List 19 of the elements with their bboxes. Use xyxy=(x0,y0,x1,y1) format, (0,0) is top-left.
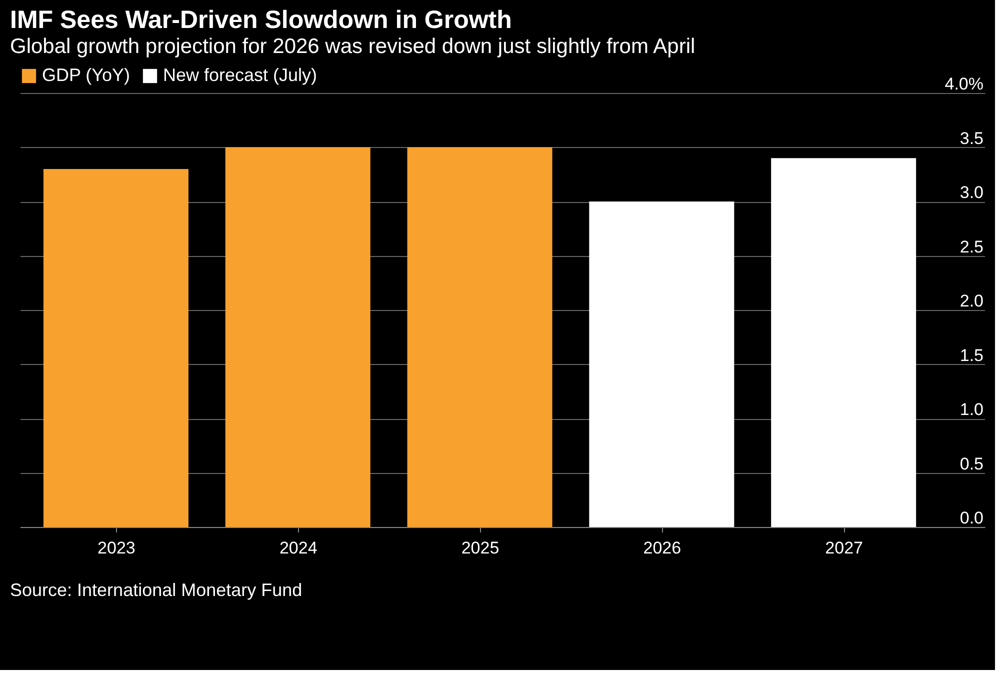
legend-label: New forecast (July) xyxy=(163,65,318,85)
x-tick-label: 2026 xyxy=(643,538,682,558)
y-tick-label: 2.0 xyxy=(960,292,984,310)
y-tick-label: 1.5 xyxy=(960,346,984,365)
chart-title: IMF Sees War-Driven Slowdown in Growth xyxy=(10,6,512,34)
y-tick-label: 0.5 xyxy=(960,454,984,474)
source-note: Source: International Monetary Fund xyxy=(10,580,302,600)
y-tick-label: 2.5 xyxy=(960,237,984,256)
y-tick-label: 0.0 xyxy=(960,508,984,528)
x-tick-label: 2024 xyxy=(279,538,318,558)
y-tick-label: 4.0% xyxy=(944,74,984,94)
y-tick-label: 3.0 xyxy=(960,183,984,202)
x-tick-label: 2027 xyxy=(825,538,863,558)
y-tick-label: 3.5 xyxy=(960,128,984,148)
x-tick-label: 2025 xyxy=(461,538,500,558)
chart-subtitle: Global growth projection for 2026 was revised down just slightly from April xyxy=(10,35,696,58)
legend-label: GDP (YoY) xyxy=(42,65,130,85)
x-tick-label: 2023 xyxy=(98,538,136,558)
y-tick-label: 1.0 xyxy=(960,400,984,419)
